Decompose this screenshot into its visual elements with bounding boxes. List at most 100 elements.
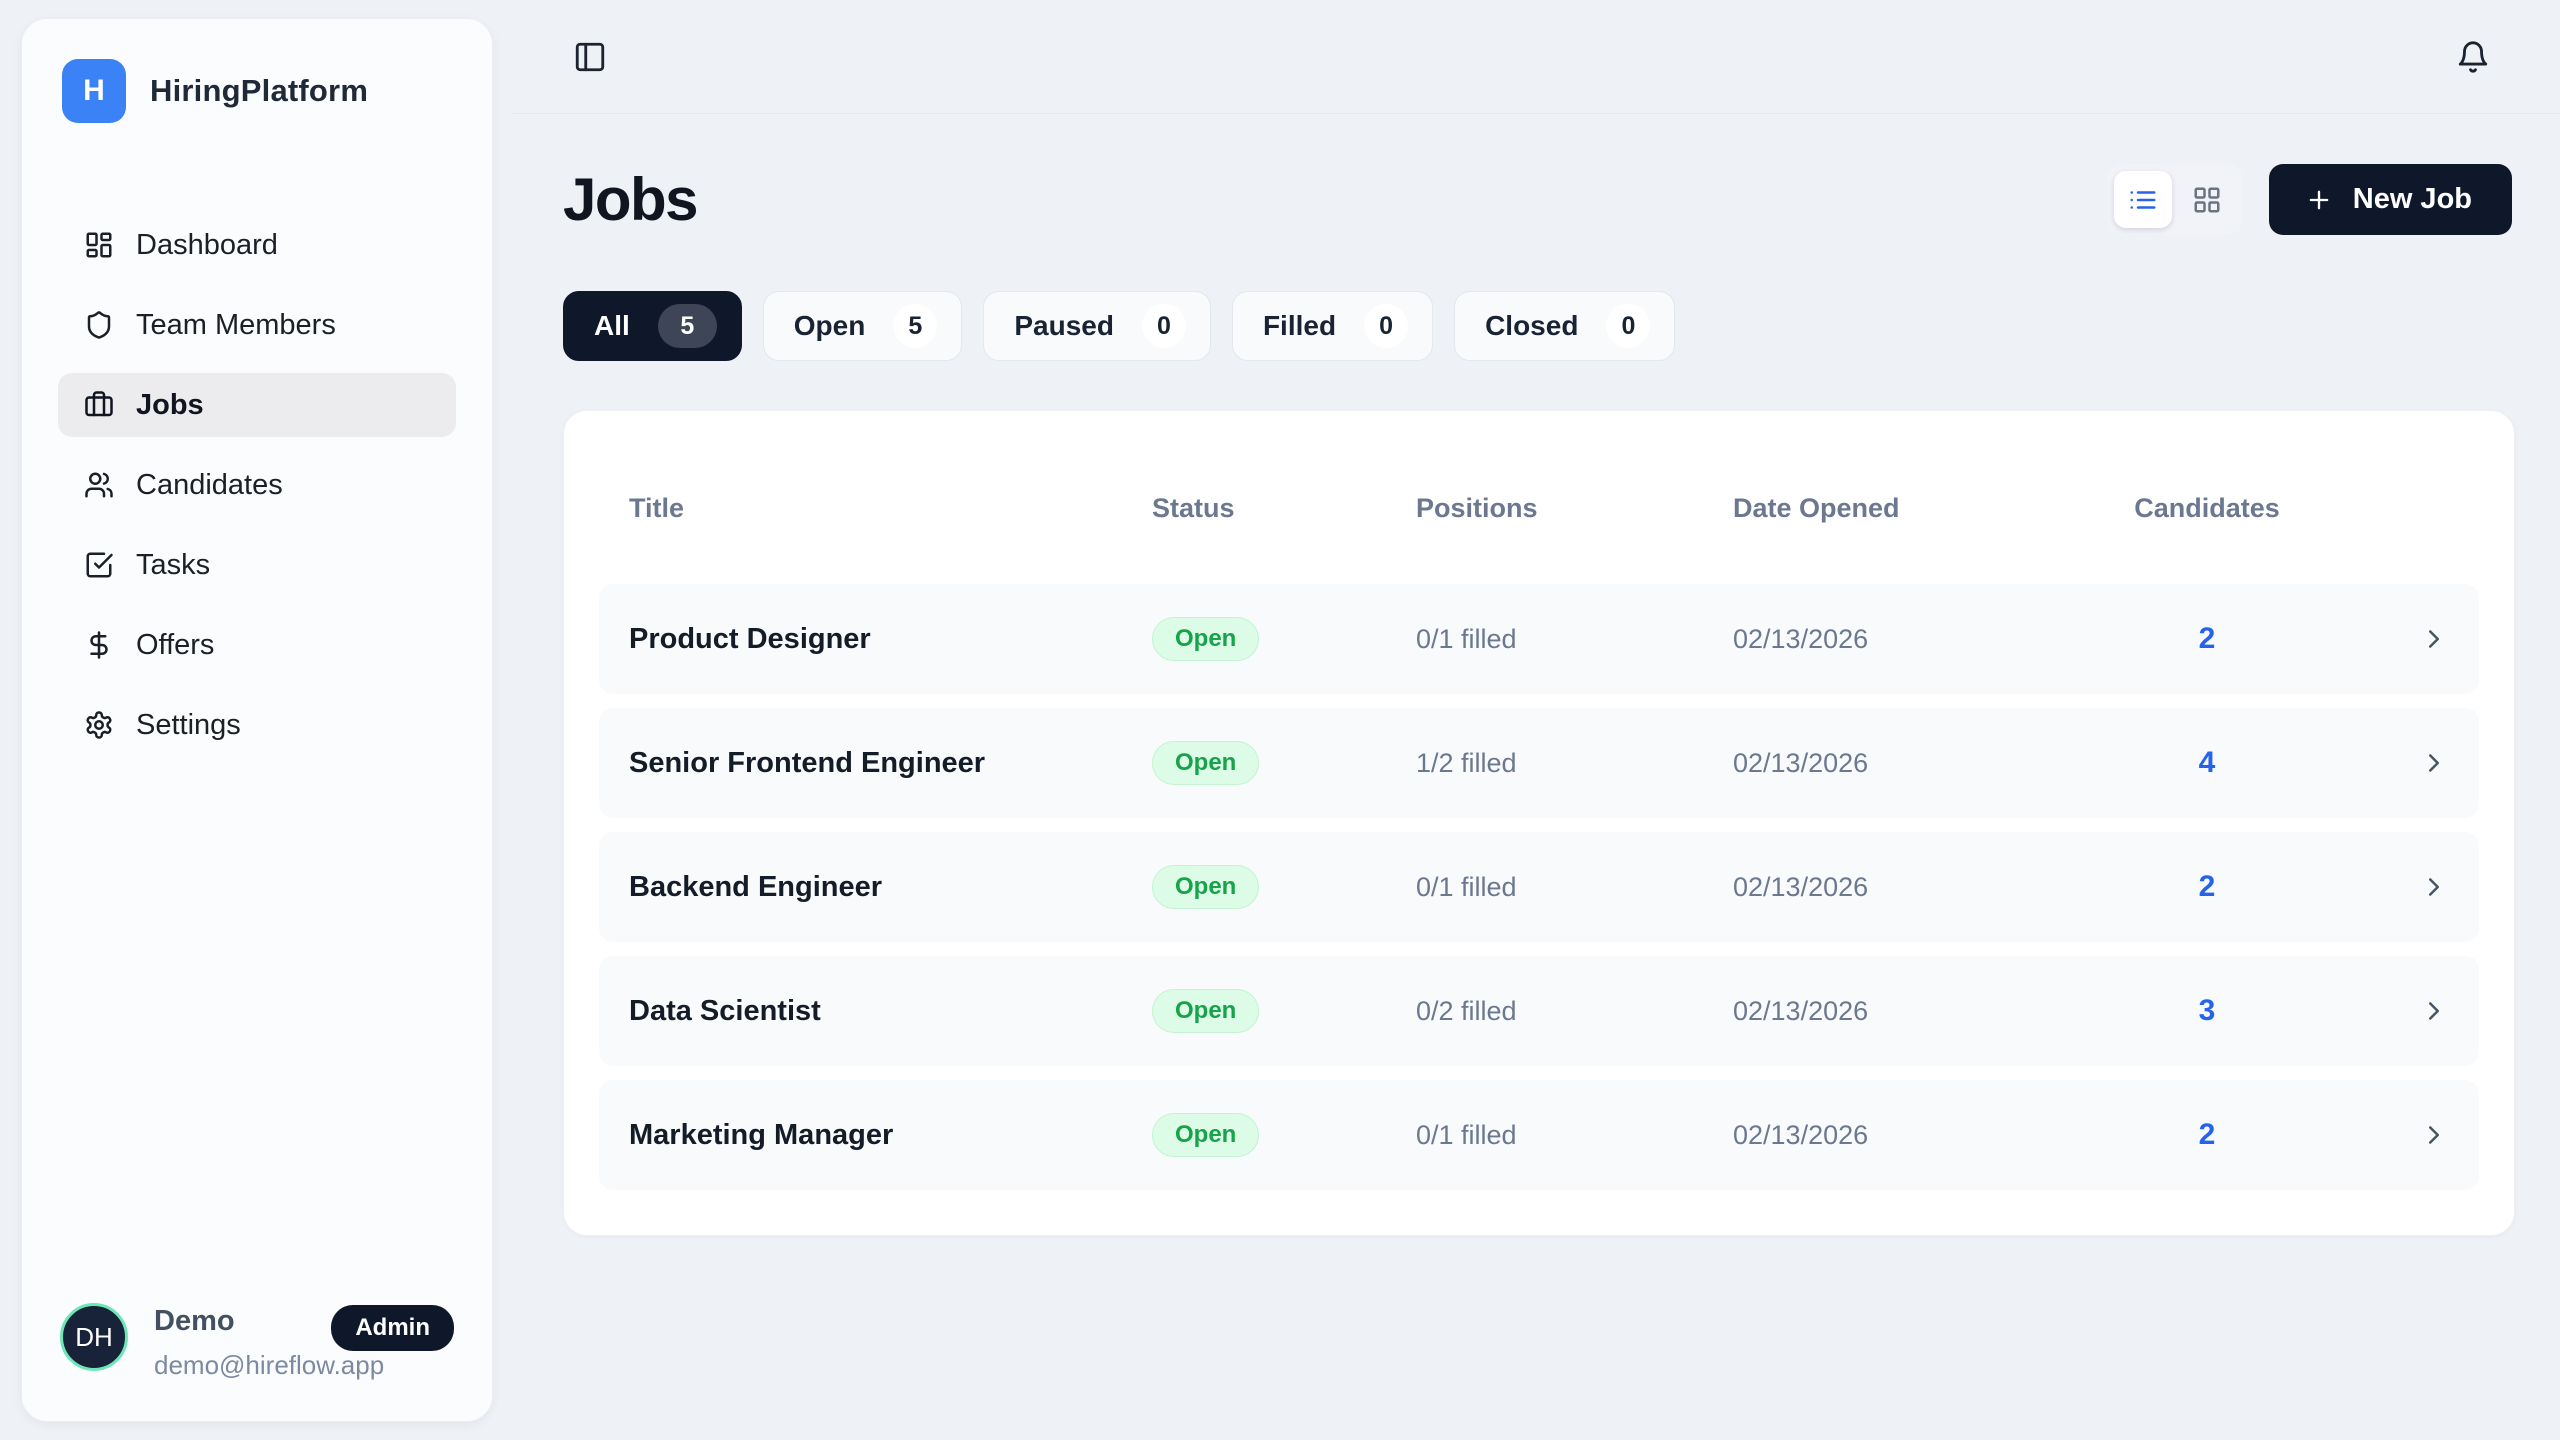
main-area: Jobs New Job All 5 bbox=[511, 0, 2560, 1440]
column-header-candidates: Candidates bbox=[2134, 493, 2280, 523]
sidebar-item-team-members[interactable]: Team Members bbox=[58, 293, 456, 357]
job-title: Product Designer bbox=[629, 622, 871, 655]
topbar bbox=[511, 0, 2560, 114]
title-row: Jobs New Job bbox=[563, 164, 2512, 235]
check-square-icon bbox=[84, 550, 114, 580]
sidebar-item-tasks[interactable]: Tasks bbox=[58, 533, 456, 597]
role-badge: Admin bbox=[331, 1305, 454, 1351]
app-title: HiringPlatform bbox=[150, 73, 369, 108]
positions-cell: 0/1 filled bbox=[1416, 623, 1517, 654]
filter-closed[interactable]: Closed 0 bbox=[1454, 291, 1676, 361]
filter-label: Open bbox=[793, 310, 866, 341]
column-header-title: Title bbox=[629, 493, 685, 523]
user-panel[interactable]: DH Demo demo@hireflow.app Admin bbox=[58, 1303, 456, 1387]
sidebar-item-label: Dashboard bbox=[136, 228, 278, 261]
column-header-status: Status bbox=[1152, 493, 1235, 523]
status-badge: Open bbox=[1152, 741, 1260, 785]
sidebar-item-label: Jobs bbox=[136, 388, 204, 421]
list-icon bbox=[2128, 185, 2158, 215]
chevron-right-icon[interactable] bbox=[2419, 872, 2449, 902]
sidebar-item-label: Offers bbox=[136, 628, 215, 661]
job-title: Backend Engineer bbox=[629, 870, 883, 903]
candidates-count-link[interactable]: 2 bbox=[2198, 622, 2216, 655]
sidebar-item-offers[interactable]: Offers bbox=[58, 613, 456, 677]
filter-count-badge: 0 bbox=[1364, 304, 1409, 348]
panel-left-icon bbox=[573, 40, 607, 74]
column-header-date-opened: Date Opened bbox=[1733, 493, 1900, 523]
filter-count-badge: 0 bbox=[1141, 304, 1186, 348]
candidates-count-link[interactable]: 4 bbox=[2198, 746, 2216, 779]
user-email: demo@hireflow.app bbox=[154, 1350, 385, 1380]
status-badge: Open bbox=[1152, 989, 1260, 1033]
table-row[interactable]: Data Scientist Open 0/2 filled 02/13/202… bbox=[599, 956, 2479, 1066]
new-job-button[interactable]: New Job bbox=[2268, 164, 2512, 235]
filter-count-badge: 5 bbox=[657, 304, 717, 348]
chevron-right-icon[interactable] bbox=[2419, 624, 2449, 654]
sidebar-item-settings[interactable]: Settings bbox=[58, 693, 456, 757]
filter-open[interactable]: Open 5 bbox=[762, 291, 963, 361]
table-header-row: Title Status Positions Date Opened Candi… bbox=[599, 447, 2479, 570]
app-logo: H bbox=[62, 59, 126, 123]
date-opened-cell: 02/13/2026 bbox=[1733, 747, 1869, 778]
page-actions: New Job bbox=[2106, 164, 2512, 235]
sidebar-item-jobs[interactable]: Jobs bbox=[58, 373, 456, 437]
job-title: Senior Frontend Engineer bbox=[629, 746, 986, 779]
positions-cell: 0/2 filled bbox=[1416, 995, 1517, 1026]
filter-label: Filled bbox=[1262, 310, 1337, 341]
candidates-count-link[interactable]: 3 bbox=[2198, 994, 2216, 1027]
sidebar-item-label: Settings bbox=[136, 708, 241, 741]
filter-count-badge: 5 bbox=[893, 304, 938, 348]
job-title: Data Scientist bbox=[629, 994, 821, 1027]
status-badge: Open bbox=[1152, 617, 1260, 661]
sidebar-item-candidates[interactable]: Candidates bbox=[58, 453, 456, 517]
bell-icon bbox=[2456, 40, 2490, 74]
page-title: Jobs bbox=[563, 166, 699, 233]
sidebar-toggle-button[interactable] bbox=[573, 40, 607, 74]
user-name: Demo bbox=[154, 1305, 235, 1337]
table-row[interactable]: Backend Engineer Open 0/1 filled 02/13/2… bbox=[599, 832, 2479, 942]
sidebar-item-label: Tasks bbox=[136, 548, 211, 581]
grid-icon bbox=[2192, 185, 2222, 215]
grid-view-button[interactable] bbox=[2178, 171, 2236, 228]
status-badge: Open bbox=[1152, 1113, 1260, 1157]
shield-icon bbox=[84, 310, 114, 340]
candidates-count-link[interactable]: 2 bbox=[2198, 870, 2216, 903]
filter-label: Paused bbox=[1014, 310, 1114, 341]
date-opened-cell: 02/13/2026 bbox=[1733, 995, 1869, 1026]
status-badge: Open bbox=[1152, 865, 1260, 909]
dollar-icon bbox=[84, 630, 114, 660]
chevron-right-icon[interactable] bbox=[2419, 1120, 2449, 1150]
filter-filled[interactable]: Filled 0 bbox=[1231, 291, 1434, 361]
avatar: DH bbox=[60, 1303, 128, 1371]
list-view-button[interactable] bbox=[2113, 171, 2172, 228]
table-row[interactable]: Senior Frontend Engineer Open 1/2 filled… bbox=[599, 708, 2479, 818]
jobs-table-card: Title Status Positions Date Opened Candi… bbox=[563, 410, 2515, 1236]
content: Jobs New Job All 5 bbox=[511, 114, 2560, 1236]
positions-cell: 0/1 filled bbox=[1416, 1119, 1517, 1150]
users-icon bbox=[84, 470, 114, 500]
column-header-positions: Positions bbox=[1416, 493, 1538, 523]
candidates-count-link[interactable]: 2 bbox=[2198, 1118, 2216, 1151]
sidebar-item-label: Candidates bbox=[136, 468, 283, 501]
dashboard-icon bbox=[84, 230, 114, 260]
filter-count-badge: 0 bbox=[1606, 304, 1651, 348]
table-row[interactable]: Product Designer Open 0/1 filled 02/13/2… bbox=[599, 584, 2479, 694]
sidebar: H HiringPlatform Dashboard Team Members … bbox=[21, 18, 493, 1422]
new-job-label: New Job bbox=[2352, 183, 2472, 215]
sidebar-item-label: Team Members bbox=[136, 308, 336, 341]
date-opened-cell: 02/13/2026 bbox=[1733, 623, 1869, 654]
date-opened-cell: 02/13/2026 bbox=[1733, 871, 1869, 902]
positions-cell: 1/2 filled bbox=[1416, 747, 1517, 778]
sidebar-nav: Dashboard Team Members Jobs Candidates T… bbox=[58, 213, 456, 757]
briefcase-icon bbox=[84, 390, 114, 420]
filter-paused[interactable]: Paused 0 bbox=[983, 291, 1211, 361]
chevron-right-icon[interactable] bbox=[2419, 996, 2449, 1026]
filter-all[interactable]: All 5 bbox=[563, 291, 742, 361]
chevron-right-icon[interactable] bbox=[2419, 748, 2449, 778]
job-title: Marketing Manager bbox=[629, 1118, 894, 1151]
notifications-button[interactable] bbox=[2456, 40, 2490, 74]
table-row[interactable]: Marketing Manager Open 0/1 filled 02/13/… bbox=[599, 1080, 2479, 1190]
filter-label: Closed bbox=[1485, 310, 1579, 341]
sidebar-item-dashboard[interactable]: Dashboard bbox=[58, 213, 456, 277]
plus-icon bbox=[2305, 186, 2333, 214]
